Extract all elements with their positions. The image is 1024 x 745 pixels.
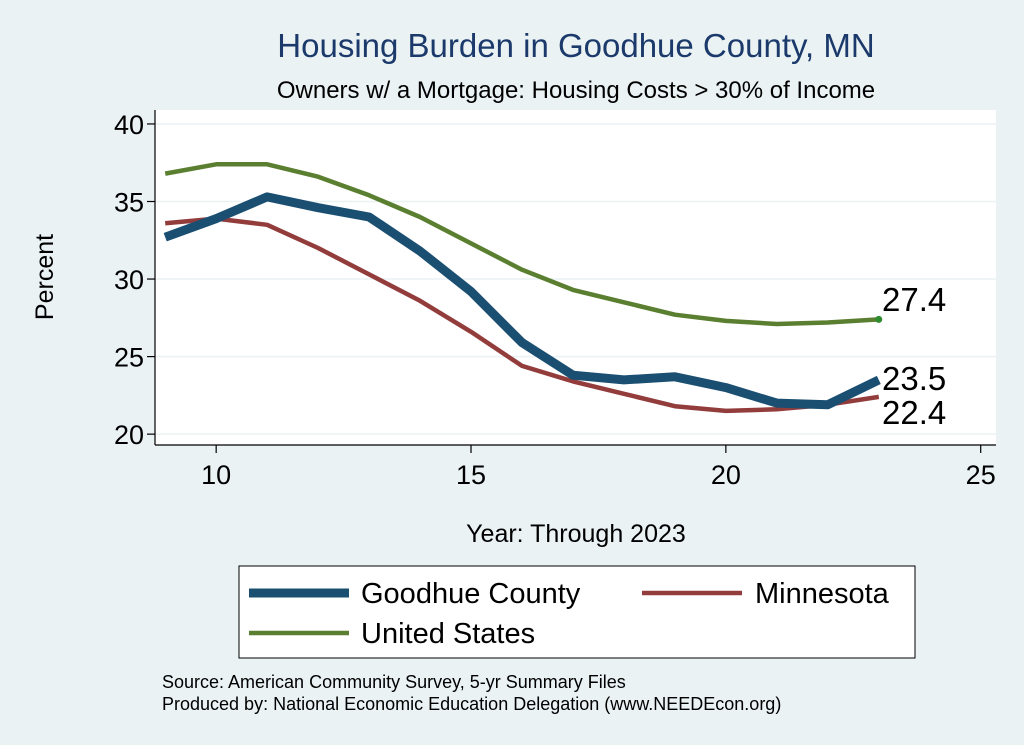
y-tick-label: 20 bbox=[114, 420, 144, 450]
end-label-minnesota: 22.4 bbox=[882, 394, 946, 431]
y-tick-label: 40 bbox=[114, 110, 144, 140]
legend-label: United States bbox=[361, 618, 535, 650]
end-label-united-states: 27.4 bbox=[882, 281, 946, 318]
y-tick-label: 30 bbox=[114, 265, 144, 295]
y-axis-title: Percent bbox=[31, 234, 59, 320]
legend-label: Minnesota bbox=[755, 578, 890, 610]
series-end-marker bbox=[875, 315, 883, 323]
x-tick-label: 25 bbox=[966, 460, 996, 490]
end-label-goodhue-county: 23.5 bbox=[882, 360, 946, 397]
series-lines bbox=[163, 162, 883, 414]
plot-area bbox=[155, 110, 996, 445]
x-tick-label: 15 bbox=[456, 460, 486, 490]
axes: 20 25 30 35 40 10 15 20 25 bbox=[114, 110, 996, 490]
x-tick-label: 10 bbox=[201, 460, 231, 490]
x-tick-label: 20 bbox=[711, 460, 741, 490]
series-line-goodhue-county bbox=[163, 192, 881, 410]
end-labels: 23.522.4 27.4 bbox=[882, 281, 946, 431]
series-line-minnesota bbox=[164, 216, 880, 414]
x-axis-title: Year: Through 2023 bbox=[466, 520, 686, 548]
y-tick-label: 25 bbox=[114, 343, 144, 373]
source-note: Source: American Community Survey, 5-yr … bbox=[162, 672, 626, 692]
legend: Goodhue County Minnesota United States bbox=[238, 565, 916, 659]
series-line-united-states bbox=[164, 162, 879, 327]
chart-title: Housing Burden in Goodhue County, MN bbox=[277, 27, 874, 64]
producer-note: Produced by: National Economic Education… bbox=[162, 694, 781, 714]
legend-label: Goodhue County bbox=[361, 578, 581, 610]
y-tick-label: 35 bbox=[114, 188, 144, 218]
legend-box bbox=[238, 565, 916, 659]
chart-subtitle: Owners w/ a Mortgage: Housing Costs > 30… bbox=[277, 77, 875, 104]
